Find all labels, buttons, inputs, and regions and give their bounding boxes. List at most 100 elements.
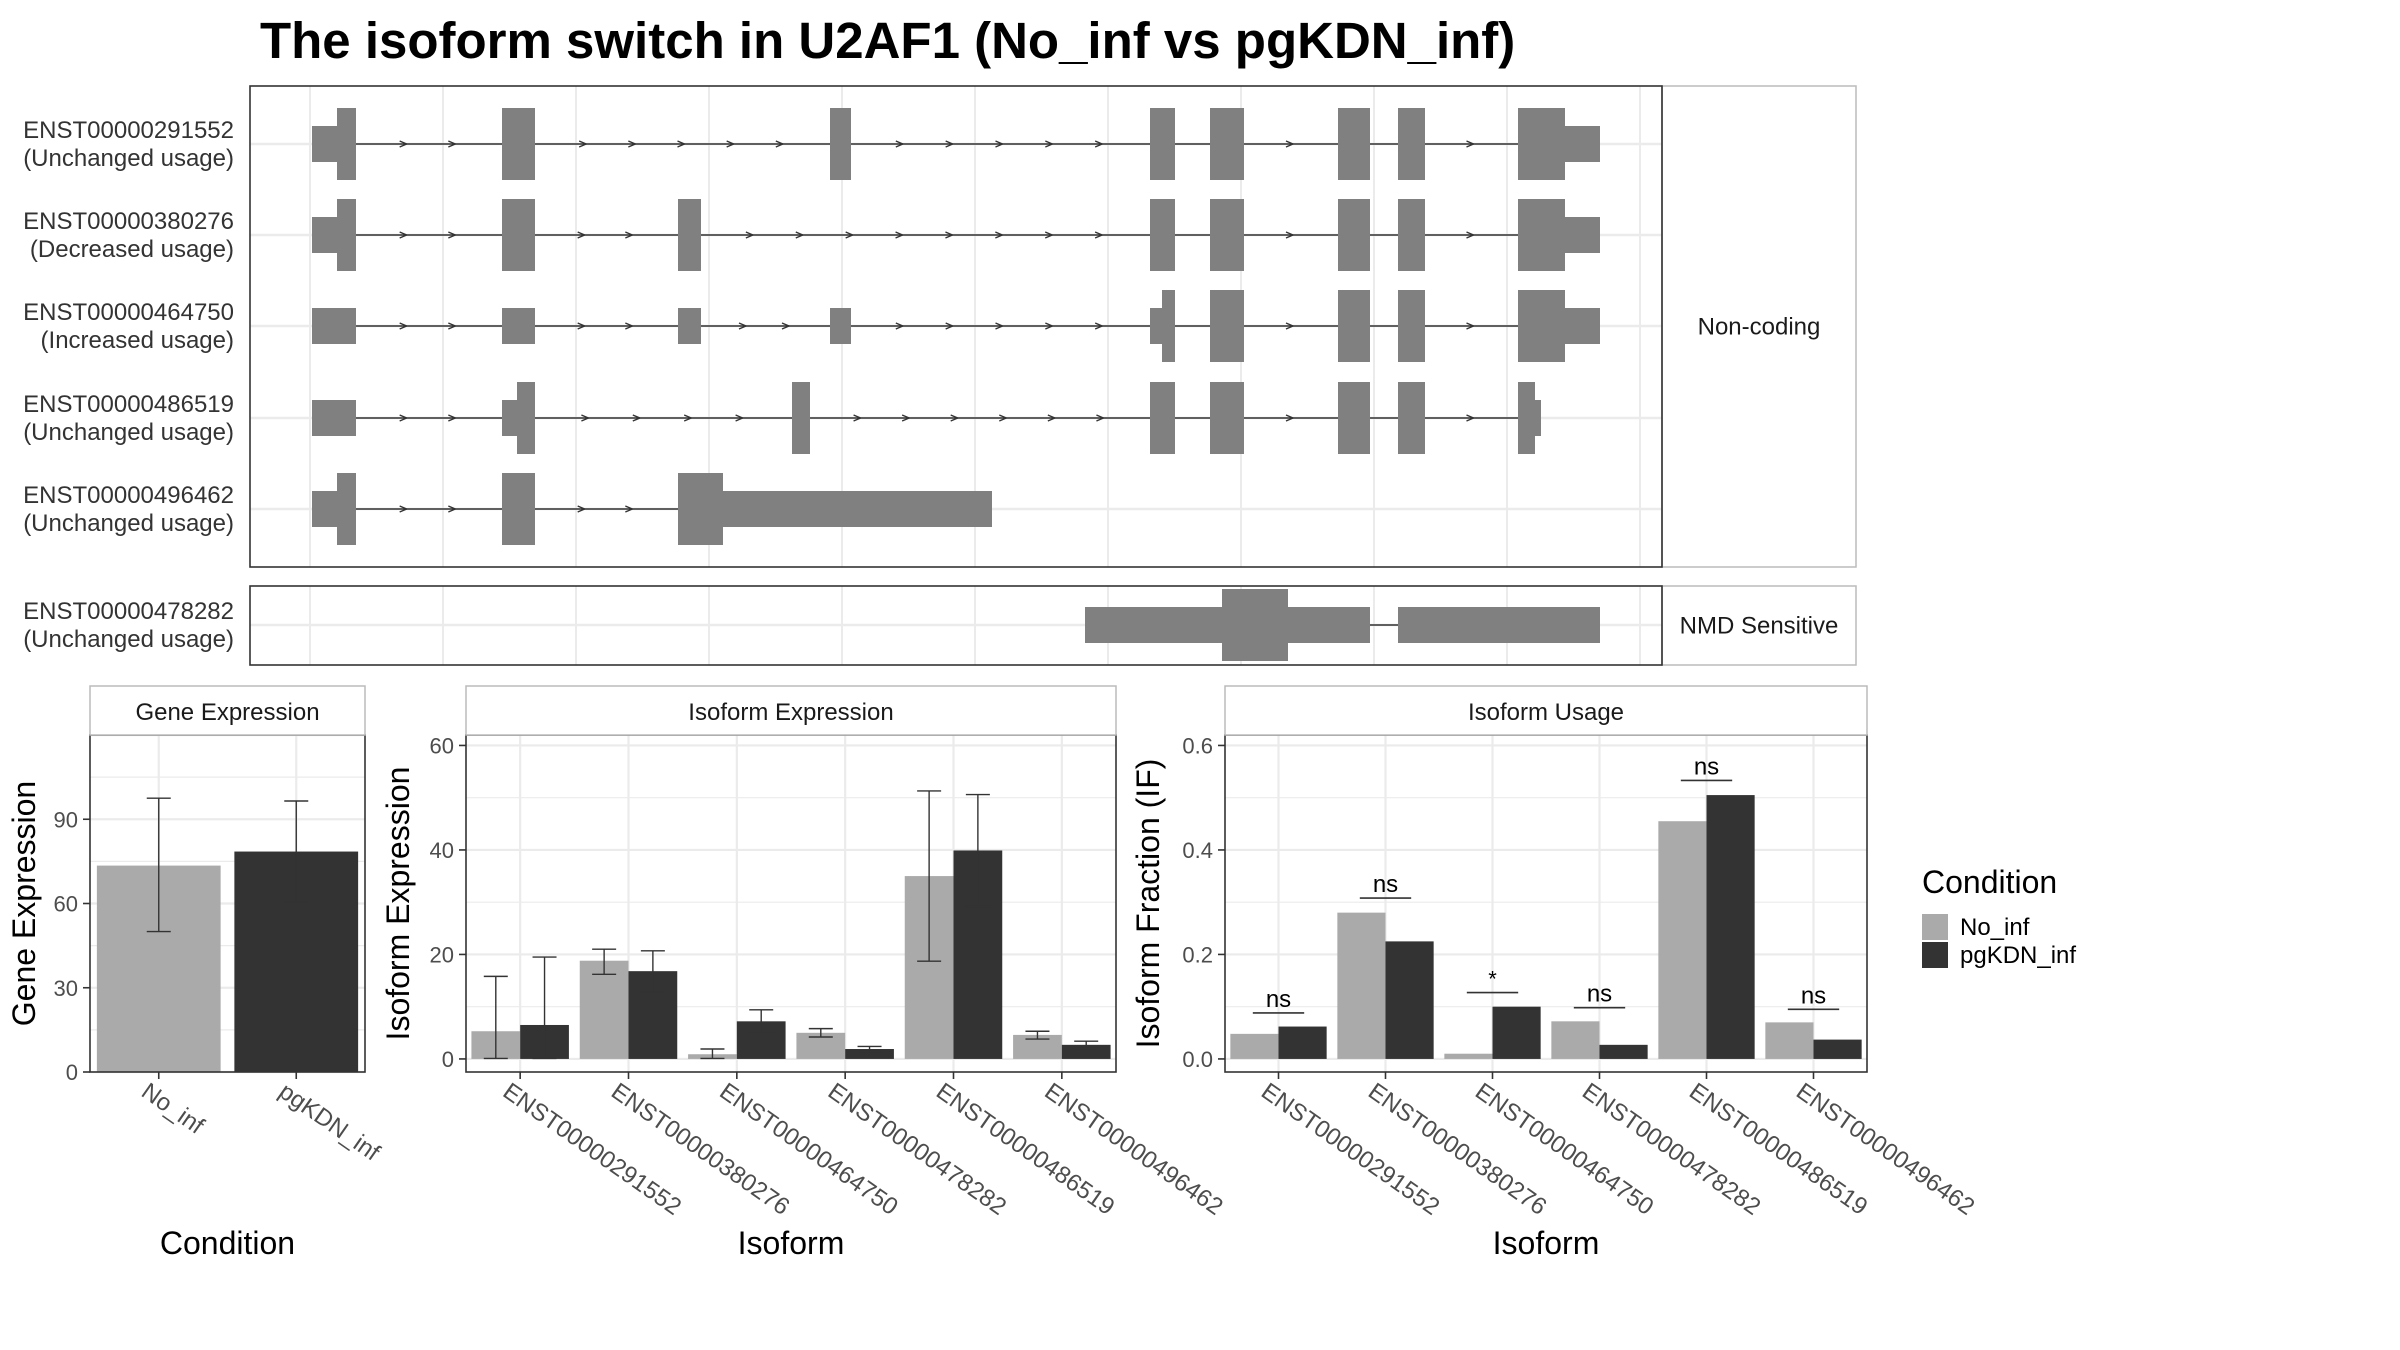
exon-block [502,400,517,436]
exon-block [337,473,356,545]
significance-label: ns [1587,981,1612,1008]
transcript-id-label: ENST00000478282 [23,598,234,625]
exon-block [1338,290,1370,362]
exon-block [1288,607,1370,643]
intron-direction-arrow [625,322,635,330]
y-tick-label: 90 [54,807,78,832]
panel-gene-expression: Gene Expression 0 30 60 90 No_inf pgKDN_inf Con… [6,685,385,1261]
exon-block [1210,382,1244,454]
exon-block [1210,290,1244,362]
facet-strip-label: Non-coding [1698,314,1821,341]
intron-direction-arrow [1045,140,1055,148]
exon-block [1398,290,1425,362]
intron-direction-arrow [995,140,1005,148]
intron-direction-arrow [1285,414,1295,422]
y-tick-label: 0.2 [1182,942,1213,967]
exon-block [502,199,535,271]
x-tick-label: ENST00000380276 [1363,1078,1551,1221]
exon-block [830,308,851,344]
y-axis-title: Isoform Fraction (IF) [1130,759,1166,1049]
exon-block [678,308,701,344]
intron-direction-arrow [683,414,693,422]
intron-direction-arrow [448,322,458,330]
panel-strip [465,685,1117,736]
transcript-id-label: ENST00000464750 [23,299,234,326]
facet-border [249,585,1663,666]
intron-direction-arrow [853,414,863,422]
x-tick-label: No_inf [136,1078,209,1140]
facet-border [249,85,1663,568]
intron-direction-arrow [738,322,748,330]
intron-direction-arrow [677,140,687,148]
y-tick-label: 0.6 [1182,733,1213,758]
y-tick-label: 0.0 [1182,1047,1213,1072]
bar-pgKDN_inf-ENST00000380276 [1385,941,1434,1059]
transcript-id-label: ENST00000496462 [23,482,234,509]
intron-direction-arrow [399,231,409,239]
y-axis-title: Gene Expression [6,781,42,1026]
intron-direction-arrow [399,140,409,148]
intron-direction-arrow [845,231,855,239]
bar-pgKDN_inf-ENST00000496462 [1061,1044,1111,1059]
transcript-usage-label: (Decreased usage) [30,236,234,263]
bar-pgKDN_inf-ENST00000478282 [845,1049,894,1059]
intron-direction-arrow [726,140,736,148]
intron-direction-arrow [895,140,905,148]
legend-swatch-No_inf [1922,914,1948,940]
intron-direction-arrow [399,414,409,422]
significance-label: ns [1801,982,1826,1009]
x-axis-title: Isoform [738,1225,845,1261]
exon-block [1518,382,1535,454]
facet-nmd-sensitive: NMD Sensitive ENST00000478282(Unchanged u… [23,585,1857,666]
bar-pgKDN_inf-ENST00000496462 [1813,1039,1862,1059]
intron-direction-arrow [945,140,955,148]
significance-label: ns [1266,986,1291,1013]
intron-direction-arrow [795,231,805,239]
intron-direction-arrow [581,414,591,422]
exon-block [1565,217,1600,253]
intron-direction-arrow [399,322,409,330]
bar-pgKDN_inf-ENST00000291552 [1278,1026,1327,1059]
exon-block [1398,108,1425,180]
bar-No_inf-ENST00000380276 [1337,912,1386,1059]
exon-block [723,491,992,527]
exon-block [337,199,356,271]
intron-direction-arrow [448,231,458,239]
panel-isoform-expression: Isoform Expression 0 20 40 60 ENST00000291552… [380,685,1228,1261]
transcript-ENST00000380276: ENST00000380276(Decreased usage) [23,199,1600,271]
intron-direction-arrow [895,231,905,239]
intron-direction-arrow [577,322,587,330]
intron-direction-arrow [1466,414,1476,422]
intron-direction-arrow [1285,231,1295,239]
intron-direction-arrow [735,414,745,422]
intron-direction-arrow [577,505,587,513]
facet-non-coding: Non-coding ENST00000291552(Unchanged usag… [23,85,1857,568]
intron-direction-arrow [895,322,905,330]
significance-label: * [1488,967,1497,992]
intron-direction-arrow [625,231,635,239]
exon-block [1518,199,1565,271]
exon-block [1150,382,1175,454]
exon-block [312,491,337,527]
intron-direction-arrow [995,322,1005,330]
intron-direction-arrow [1285,140,1295,148]
exon-block [1518,290,1565,362]
exon-block [1162,290,1175,362]
panel-isoform-usage: ns ns * ns ns ns Isoform Usage 0.0 0.2 0.4 0.6 ENST… [1130,685,1979,1261]
y-tick-label: 60 [430,733,454,758]
significance-label: ns [1694,753,1719,780]
x-axis-title: Condition [160,1225,295,1261]
intron-direction-arrow [1285,322,1295,330]
exon-block [1338,108,1370,180]
exon-block [1518,108,1565,180]
y-axis-title: Isoform Expression [380,767,416,1041]
bar-No_inf-ENST00000464750 [1444,1053,1493,1059]
legend-swatch-pgKDN_inf [1922,942,1948,968]
intron-direction-arrow [995,231,1005,239]
y-tick-label: 20 [430,942,454,967]
y-tick-label: 0 [442,1047,454,1072]
y-tick-label: 40 [430,838,454,863]
y-tick-label: 0 [66,1060,78,1085]
intron-direction-arrow [1466,322,1476,330]
transcript-ENST00000291552: ENST00000291552(Unchanged usage) [23,108,1600,180]
